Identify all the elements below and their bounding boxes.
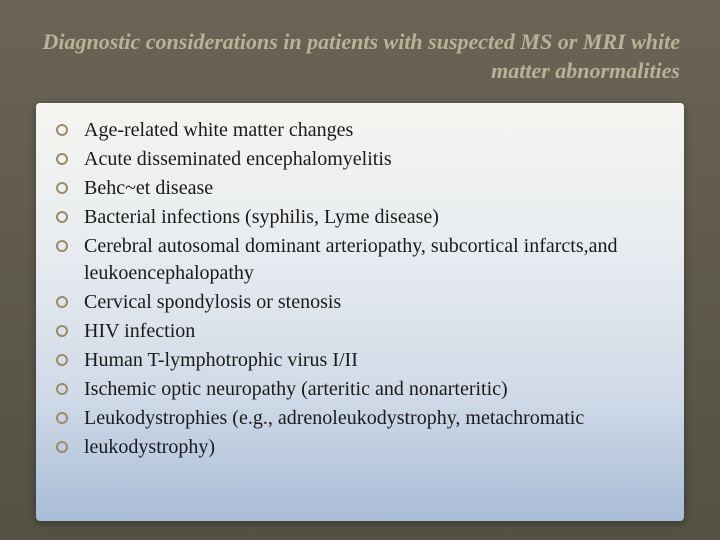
bullet-icon <box>56 441 68 453</box>
bullet-icon <box>56 182 68 194</box>
list-item: Age-related white matter changes <box>54 117 666 144</box>
bullet-list: Age-related white matter changes Acute d… <box>54 117 666 461</box>
bullet-icon <box>56 412 68 424</box>
list-item: Cervical spondylosis or stenosis <box>54 289 666 316</box>
bullet-text: Behc~et disease <box>84 175 213 202</box>
bullet-icon <box>56 325 68 337</box>
list-item: Behc~et disease <box>54 175 666 202</box>
bullet-icon <box>56 211 68 223</box>
bullet-text: Acute disseminated encephalomyelitis <box>84 146 392 173</box>
bullet-icon <box>56 354 68 366</box>
list-item: Acute disseminated encephalomyelitis <box>54 146 666 173</box>
content-box: Age-related white matter changes Acute d… <box>36 103 684 521</box>
list-item: Human T-lymphotrophic virus I/II <box>54 347 666 374</box>
bullet-text: Cerebral autosomal dominant arteriopathy… <box>84 233 666 287</box>
bullet-icon <box>56 240 68 252</box>
bullet-text: Cervical spondylosis or stenosis <box>84 289 341 316</box>
list-item: HIV infection <box>54 318 666 345</box>
bullet-text: Leukodystrophies (e.g., adrenoleukodystr… <box>84 405 584 432</box>
slide-title: Diagnostic considerations in patients wi… <box>36 28 684 85</box>
slide-container: Diagnostic considerations in patients wi… <box>0 0 720 540</box>
bullet-text: leukodystrophy) <box>84 434 215 461</box>
list-item: Ischemic optic neuropathy (arteritic and… <box>54 376 666 403</box>
list-item: Leukodystrophies (e.g., adrenoleukodystr… <box>54 405 666 432</box>
list-item: Cerebral autosomal dominant arteriopathy… <box>54 233 666 287</box>
bullet-icon <box>56 153 68 165</box>
list-item: leukodystrophy) <box>54 434 666 461</box>
bullet-icon <box>56 296 68 308</box>
bullet-text: Human T-lymphotrophic virus I/II <box>84 347 358 374</box>
bullet-text: Age-related white matter changes <box>84 117 353 144</box>
list-item: Bacterial infections (syphilis, Lyme dis… <box>54 204 666 231</box>
bullet-text: HIV infection <box>84 318 195 345</box>
bullet-icon <box>56 124 68 136</box>
bullet-text: Ischemic optic neuropathy (arteritic and… <box>84 376 508 403</box>
bullet-text: Bacterial infections (syphilis, Lyme dis… <box>84 204 439 231</box>
bullet-icon <box>56 383 68 395</box>
